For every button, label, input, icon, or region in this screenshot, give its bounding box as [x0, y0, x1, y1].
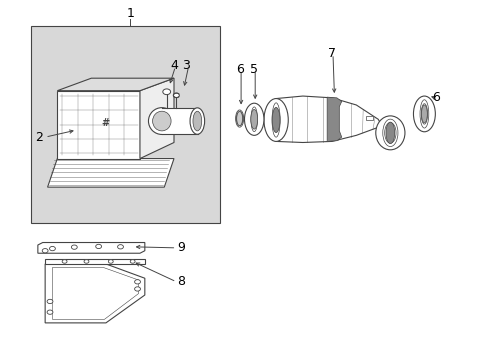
Polygon shape	[57, 78, 174, 91]
Polygon shape	[276, 96, 385, 143]
Text: 3: 3	[182, 59, 190, 72]
Ellipse shape	[264, 99, 287, 141]
Ellipse shape	[190, 108, 204, 134]
Text: #: #	[102, 118, 110, 128]
Text: 2: 2	[35, 131, 43, 144]
Ellipse shape	[152, 111, 171, 131]
Circle shape	[108, 260, 113, 263]
Ellipse shape	[375, 116, 404, 150]
Circle shape	[134, 287, 140, 291]
Ellipse shape	[385, 122, 394, 144]
Text: 5: 5	[250, 63, 258, 76]
Ellipse shape	[236, 111, 242, 126]
Bar	[162, 108, 198, 134]
Text: 6: 6	[235, 63, 243, 76]
Ellipse shape	[272, 108, 280, 132]
Text: 1: 1	[126, 8, 134, 21]
Circle shape	[84, 260, 89, 263]
Circle shape	[163, 89, 170, 95]
Circle shape	[96, 244, 102, 249]
Circle shape	[173, 93, 179, 98]
Polygon shape	[38, 243, 144, 253]
Ellipse shape	[421, 105, 427, 123]
Polygon shape	[45, 259, 144, 264]
Polygon shape	[140, 78, 174, 158]
Ellipse shape	[244, 103, 264, 135]
Bar	[30, 26, 220, 223]
Circle shape	[130, 260, 135, 263]
Text: 8: 8	[177, 275, 185, 288]
Bar	[366, 116, 372, 120]
Circle shape	[62, 260, 67, 263]
Text: 6: 6	[432, 91, 440, 104]
Circle shape	[49, 247, 55, 251]
Circle shape	[47, 310, 53, 314]
Ellipse shape	[413, 96, 434, 132]
Text: 4: 4	[170, 59, 178, 72]
Ellipse shape	[193, 111, 201, 131]
Polygon shape	[57, 91, 140, 158]
Circle shape	[42, 249, 48, 253]
Circle shape	[47, 299, 53, 303]
Ellipse shape	[235, 110, 243, 127]
Polygon shape	[45, 264, 144, 323]
Text: 9: 9	[177, 241, 185, 255]
Polygon shape	[47, 158, 174, 187]
Text: 7: 7	[327, 47, 335, 60]
Circle shape	[71, 245, 77, 249]
Circle shape	[134, 280, 140, 284]
Ellipse shape	[250, 109, 257, 129]
Circle shape	[117, 245, 123, 249]
Ellipse shape	[148, 108, 175, 134]
Polygon shape	[326, 97, 341, 141]
